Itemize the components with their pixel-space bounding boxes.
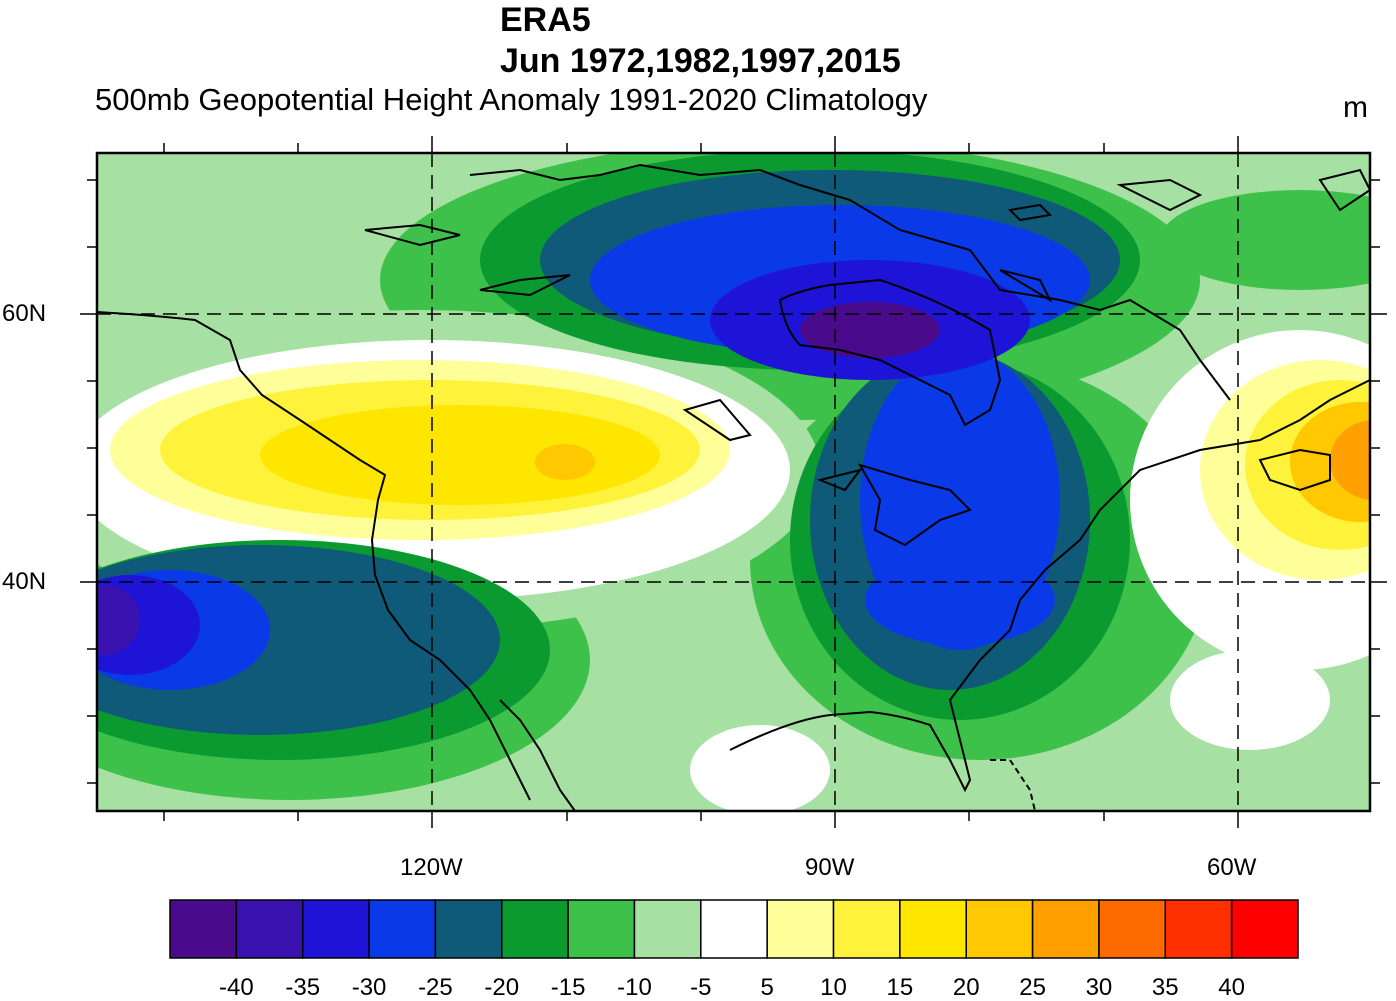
colorbar-cell <box>1031 899 1100 959</box>
colorbar-tick-label: 30 <box>1085 974 1113 1001</box>
colorbar-cell <box>434 899 503 959</box>
colorbar-tick-label: 25 <box>1019 974 1046 1001</box>
colorbar-cell <box>235 899 304 959</box>
colorbar-tick-label: -40 <box>219 974 254 1001</box>
contour-field <box>97 153 1370 811</box>
lat-label-40n: 40N <box>2 568 47 595</box>
colorbar-cell <box>766 899 835 959</box>
colorbar-tick-label: 10 <box>820 974 847 1001</box>
unit-label: m <box>1343 91 1368 124</box>
colorbar-cell <box>1164 899 1233 959</box>
colorbar-cell <box>501 899 569 959</box>
colorbar-tick-label: 40 <box>1218 974 1245 1001</box>
gridlines <box>97 153 1370 811</box>
coastlines <box>97 164 1370 811</box>
lon-label-60w: 60W <box>1207 854 1257 881</box>
anomaly-map <box>80 136 1387 828</box>
colorbar-cell <box>169 899 238 959</box>
colorbar-cell <box>1098 899 1167 959</box>
title-line-2: Jun 1972,1982,1997,2015 <box>500 42 901 80</box>
colorbar-tick-label: -15 <box>550 974 586 1001</box>
colorbar-tick-label: -25 <box>418 974 453 1001</box>
map-frame <box>95 151 1372 813</box>
colorbar-cell <box>567 899 636 959</box>
lon-label-90w: 90W <box>805 854 855 881</box>
colorbar-tick-label: -20 <box>484 974 520 1001</box>
colorbar-tick-label: 15 <box>886 974 914 1001</box>
colorbar-tick-label: 35 <box>1151 974 1179 1001</box>
colorbar-cell <box>368 899 437 959</box>
colorbar-cell <box>1230 899 1299 959</box>
colorbar-tick-label: -30 <box>351 974 387 1001</box>
colorbar-cell <box>965 899 1034 959</box>
lon-label-120w: 120W <box>400 854 463 881</box>
colorbar-cell <box>700 899 768 959</box>
colorbar-cell <box>899 899 967 959</box>
colorbar-cells <box>169 899 1299 959</box>
colorbar-cell <box>832 899 901 959</box>
tick-marks <box>80 136 1387 828</box>
colorbar-cell <box>633 899 702 959</box>
colorbar-tick-label: -10 <box>617 974 652 1001</box>
colorbar-cell <box>301 899 370 959</box>
lat-label-60n: 60N <box>2 300 47 327</box>
colorbar-tick-label: -35 <box>285 974 321 1001</box>
colorbar-tick-label: 20 <box>952 974 980 1001</box>
colorbar-tick-label: -5 <box>690 974 712 1001</box>
colorbar-tick-label: 5 <box>760 974 774 1001</box>
title-line-1: ERA5 <box>500 1 591 39</box>
subtitle: 500mb Geopotential Height Anomaly 1991-2… <box>95 82 928 117</box>
